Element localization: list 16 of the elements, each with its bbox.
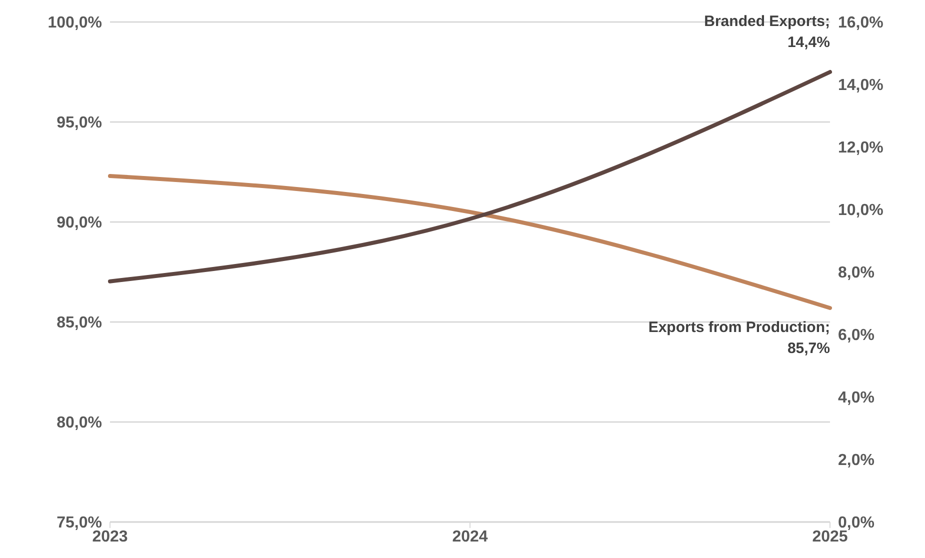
y2-tick-label: 14,0% [838, 77, 884, 94]
y2-tick-label: 12,0% [838, 140, 884, 157]
y-tick-label: 95,0% [56, 114, 102, 132]
y-tick-label: 90,0% [56, 214, 102, 232]
y2-tick-label: 2,0% [838, 452, 874, 470]
y-tick-label: 100,0% [48, 14, 102, 32]
y-tick-label: 80,0% [56, 414, 102, 432]
x-tick-label: 2024 [452, 528, 488, 546]
y2-tick-label: 10,0% [838, 202, 884, 220]
y2-tick-label: 6,0% [838, 327, 874, 344]
y-tick-label: 85,0% [56, 314, 102, 332]
y2-tick-label: 4,0% [838, 390, 874, 407]
data-label: Exports from Production; 85,7% [648, 319, 830, 357]
data-label: Branded Exports; 14,4% [704, 13, 830, 51]
y2-tick-label: 16,0% [838, 14, 884, 32]
y2-tick-label: 8,0% [838, 264, 874, 282]
